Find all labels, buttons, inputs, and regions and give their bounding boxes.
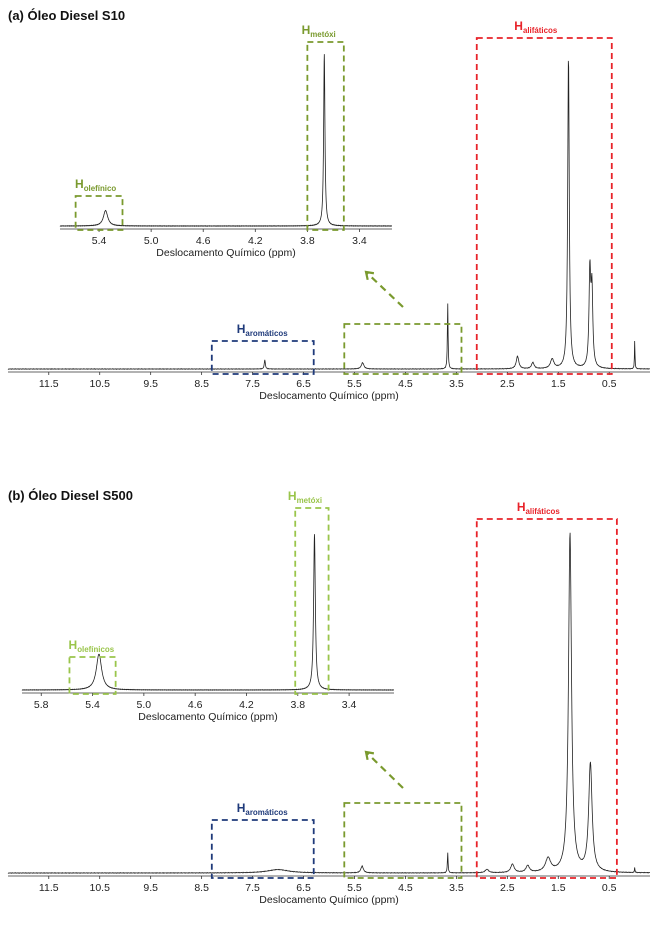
region-label-2: Halifáticos	[517, 500, 561, 516]
main-x-tick-label: 11.5	[39, 378, 59, 390]
inset-x-tick-label: 4.6	[196, 235, 211, 247]
main-x-tick-label: 5.5	[347, 378, 362, 390]
inset-label-1-sub: metóxi	[297, 496, 322, 505]
main-x-tick-label: 7.5	[245, 882, 260, 894]
region-box-1	[343, 323, 463, 375]
region-label-0: Haromáticos	[237, 801, 288, 817]
panel-b: (b) Óleo Diesel S500 11.5 10.5 9.5 8.5 7.5 6.5…	[7, 488, 651, 906]
inset-x-tick-label: 5.0	[137, 699, 152, 711]
main-x-tick-label: 9.5	[143, 378, 158, 390]
inset-box-1	[294, 507, 330, 695]
inset-label-1-h: H	[302, 23, 311, 37]
region-label-0-h: H	[237, 322, 246, 336]
region-box-2	[475, 37, 613, 375]
region-box-0	[210, 340, 315, 375]
region-label-0-h: H	[237, 801, 246, 815]
main-x-tick-label: 2.5	[500, 378, 515, 390]
region-label-2-sub: alifáticos	[525, 507, 560, 516]
main-x-tick-label: 2.5	[500, 882, 515, 894]
main-x-tick-label: 8.5	[194, 378, 209, 390]
zoom-arrow-head	[364, 750, 375, 761]
region-label-2-sub: alifáticos	[523, 26, 558, 35]
main-x-tick-label: 8.5	[194, 882, 209, 894]
main-x-tick-label: 4.5	[398, 378, 413, 390]
main-x-tick-label: 7.5	[245, 378, 260, 390]
panel-title: (a) Óleo Diesel S10	[8, 8, 125, 23]
region-label-0-sub: aromáticos	[245, 329, 288, 338]
inset-x-tick-label: 5.8	[34, 699, 49, 711]
main-spectrum-line	[7, 532, 651, 874]
inset-label-0: Holefínico	[75, 177, 116, 193]
main-x-tick-label: 4.5	[398, 882, 413, 894]
inset-box-1	[306, 41, 345, 231]
main-x-tick-label: 6.5	[296, 378, 311, 390]
inset-spectrum-line	[59, 54, 393, 227]
inset-x-xlabel: Deslocamento Químico (ppm)	[156, 247, 295, 259]
region-label-2-h: H	[517, 500, 526, 514]
inset-x-tick-label: 5.0	[144, 235, 159, 247]
panel-a: (a) Óleo Diesel S10 11.5 10.5 9.5 8.5 7.5 6.5 5…	[7, 8, 651, 402]
main-x-tick-label: 11.5	[39, 882, 59, 894]
inset-x-tick-label: 5.4	[85, 699, 100, 711]
main-x-xlabel: Deslocamento Químico (ppm)	[259, 390, 398, 402]
zoom-arrow	[365, 271, 404, 308]
main-x-tick-label: 9.5	[143, 882, 158, 894]
inset-label-0-h: H	[75, 177, 84, 191]
region-label-2-h: H	[514, 19, 523, 33]
inset-x-tick-label: 4.2	[239, 699, 254, 711]
main-x-tick-label: 1.5	[551, 378, 566, 390]
main-x-tick-label: 0.5	[602, 378, 617, 390]
inset-x-tick-label: 4.6	[188, 699, 203, 711]
region-box-0	[210, 819, 315, 879]
region-label-0-sub: aromáticos	[245, 808, 288, 817]
inset-label-1-h: H	[288, 489, 297, 503]
main-x-tick-label: 3.5	[449, 378, 464, 390]
main-x-tick-label: 6.5	[296, 882, 311, 894]
main-x-tick-label: 3.5	[449, 882, 464, 894]
inset-x-tick-label: 3.8	[300, 235, 315, 247]
inset-label-0-h: H	[69, 638, 78, 652]
zoom-arrow	[365, 751, 404, 789]
inset-x-tick-label: 3.8	[290, 699, 305, 711]
region-box-2	[475, 518, 618, 879]
inset-x-tick-label: 3.4	[342, 699, 357, 711]
main-x-xlabel: Deslocamento Químico (ppm)	[259, 894, 398, 906]
inset-x-tick-label: 3.4	[352, 235, 367, 247]
main-x-tick-label: 0.5	[602, 882, 617, 894]
inset-label-1: Hmetóxi	[302, 23, 336, 39]
main-x-tick-label: 10.5	[89, 378, 110, 390]
region-box-1	[343, 802, 463, 879]
panel-title: (b) Óleo Diesel S500	[8, 488, 133, 503]
zoom-arrow-head	[364, 270, 375, 281]
main-x-tick-label: 5.5	[347, 882, 362, 894]
inset-x-tick-label: 5.4	[92, 235, 107, 247]
region-label-2: Halifáticos	[514, 19, 558, 35]
main-spectrum-line	[7, 60, 651, 370]
region-label-0: Haromáticos	[237, 322, 288, 338]
inset-label-0-sub: olefínico	[84, 184, 117, 193]
inset-label-1-sub: metóxi	[310, 30, 335, 39]
inset-spectrum-line	[21, 534, 395, 691]
inset-label-0-sub: olefínicos	[77, 645, 115, 654]
inset-label-0: Holefínicos	[69, 638, 115, 654]
inset-x-tick-label: 4.2	[248, 235, 263, 247]
main-x-tick-label: 1.5	[551, 882, 566, 894]
inset-x-xlabel: Deslocamento Químico (ppm)	[138, 711, 277, 723]
main-x-tick-label: 10.5	[89, 882, 110, 894]
inset-box-0	[68, 656, 117, 695]
inset-label-1: Hmetóxi	[288, 489, 322, 505]
inset-box-0	[74, 195, 124, 231]
